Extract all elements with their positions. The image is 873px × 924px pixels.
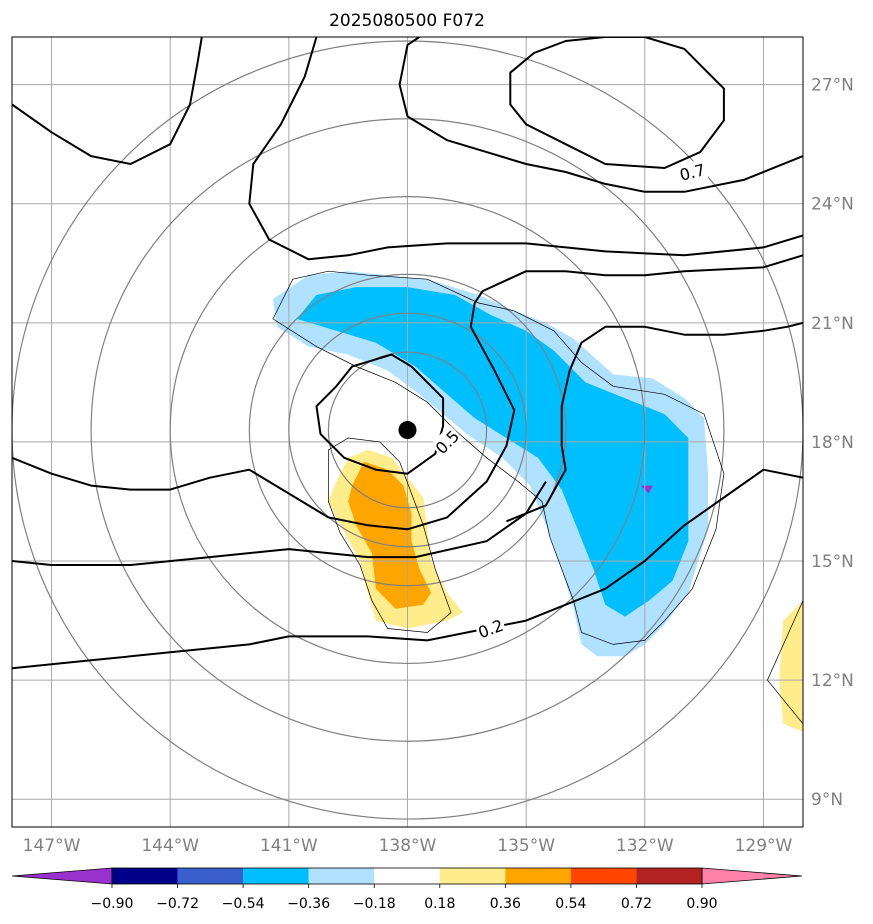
thin-contour [328,437,452,633]
contour-label-group: 0.7 [676,158,709,186]
contour-line [248,37,803,261]
colorbar-tick-label: 0.36 [490,896,521,912]
colorbar-outline [111,867,703,885]
contour-line [315,353,445,475]
colorbar-tick-label: −0.72 [156,896,199,912]
lon-tick-label: 138°W [379,836,437,856]
colorbar: −0.90 −0.72 −0.54 −0.36 −0.18 0.18 0.36 0.54 0.7… [11,867,803,912]
colorbar-swatch [439,868,506,884]
contour-line [506,321,803,523]
latitude-tick-labels: 9°N 12°N 15°N 18°N 21°N 24°N 27°N [811,76,854,811]
contour-line [12,481,547,566]
contour-line [509,37,725,169]
contour-label-group: 0.2 [474,614,508,643]
colorbar-tick-label: −0.90 [91,896,134,912]
colorbar-tick-label: −0.18 [353,896,396,912]
colorbar-swatch [636,868,702,884]
chart-title: 2025080500 F072 [329,11,485,31]
colorbar-swatch [505,868,571,884]
colorbar-tick-label: −0.36 [287,896,330,912]
map-frame [11,36,804,828]
colorbar-tick-label: 0.54 [555,896,586,912]
map-area: 0.70.50.2 [12,37,803,827]
colorbar-swatch [308,868,375,884]
range-ring [12,40,803,820]
thin-contour [272,270,725,645]
shaded-area [296,287,689,617]
range-ring [169,195,646,665]
lat-tick-label: 12°N [811,671,854,691]
lat-tick-label: 18°N [811,433,854,453]
contour-label-bg [430,424,465,459]
lat-tick-label: 9°N [811,790,843,810]
colorbar-swatch [374,868,440,884]
contour-line [398,37,803,193]
lat-tick-label: 27°N [811,76,854,96]
shaded-area [640,485,653,494]
lon-tick-label: 132°W [616,836,674,856]
lat-tick-label: 21°N [811,314,854,334]
lon-tick-label: 141°W [260,836,318,856]
range-ring [288,312,527,548]
colorbar-tick-label: 0.90 [686,896,717,912]
colorbar-swatch [570,868,637,884]
lat-tick-label: 15°N [811,552,854,572]
contour-label-bg [474,614,508,643]
longitude-tick-labels: 147°W 144°W 141°W 138°W 135°W 132°W 129°W [23,836,793,856]
lat-tick-label: 24°N [811,195,854,215]
colorbar-swatch [243,868,309,884]
thin-contour [766,600,803,725]
range-ring [327,351,488,509]
range-ring [248,273,567,587]
colorbar-tick-label: 0.72 [621,896,652,912]
contour-line [12,37,203,165]
colorbar-swatch [177,868,244,884]
lon-tick-label: 135°W [497,836,555,856]
lon-tick-label: 147°W [23,836,81,856]
lon-tick-label: 144°W [141,836,199,856]
colorbar-swatch [112,868,178,884]
colorbar-tick-label: 0.18 [424,896,455,912]
colorbar-tick-label: −0.54 [222,896,265,912]
contour-line [12,254,803,531]
range-ring [90,118,725,742]
storm-center-marker [398,421,417,440]
shaded-area [779,600,803,732]
lon-tick-label: 129°W [735,836,793,856]
contour-label-bg [676,158,709,186]
